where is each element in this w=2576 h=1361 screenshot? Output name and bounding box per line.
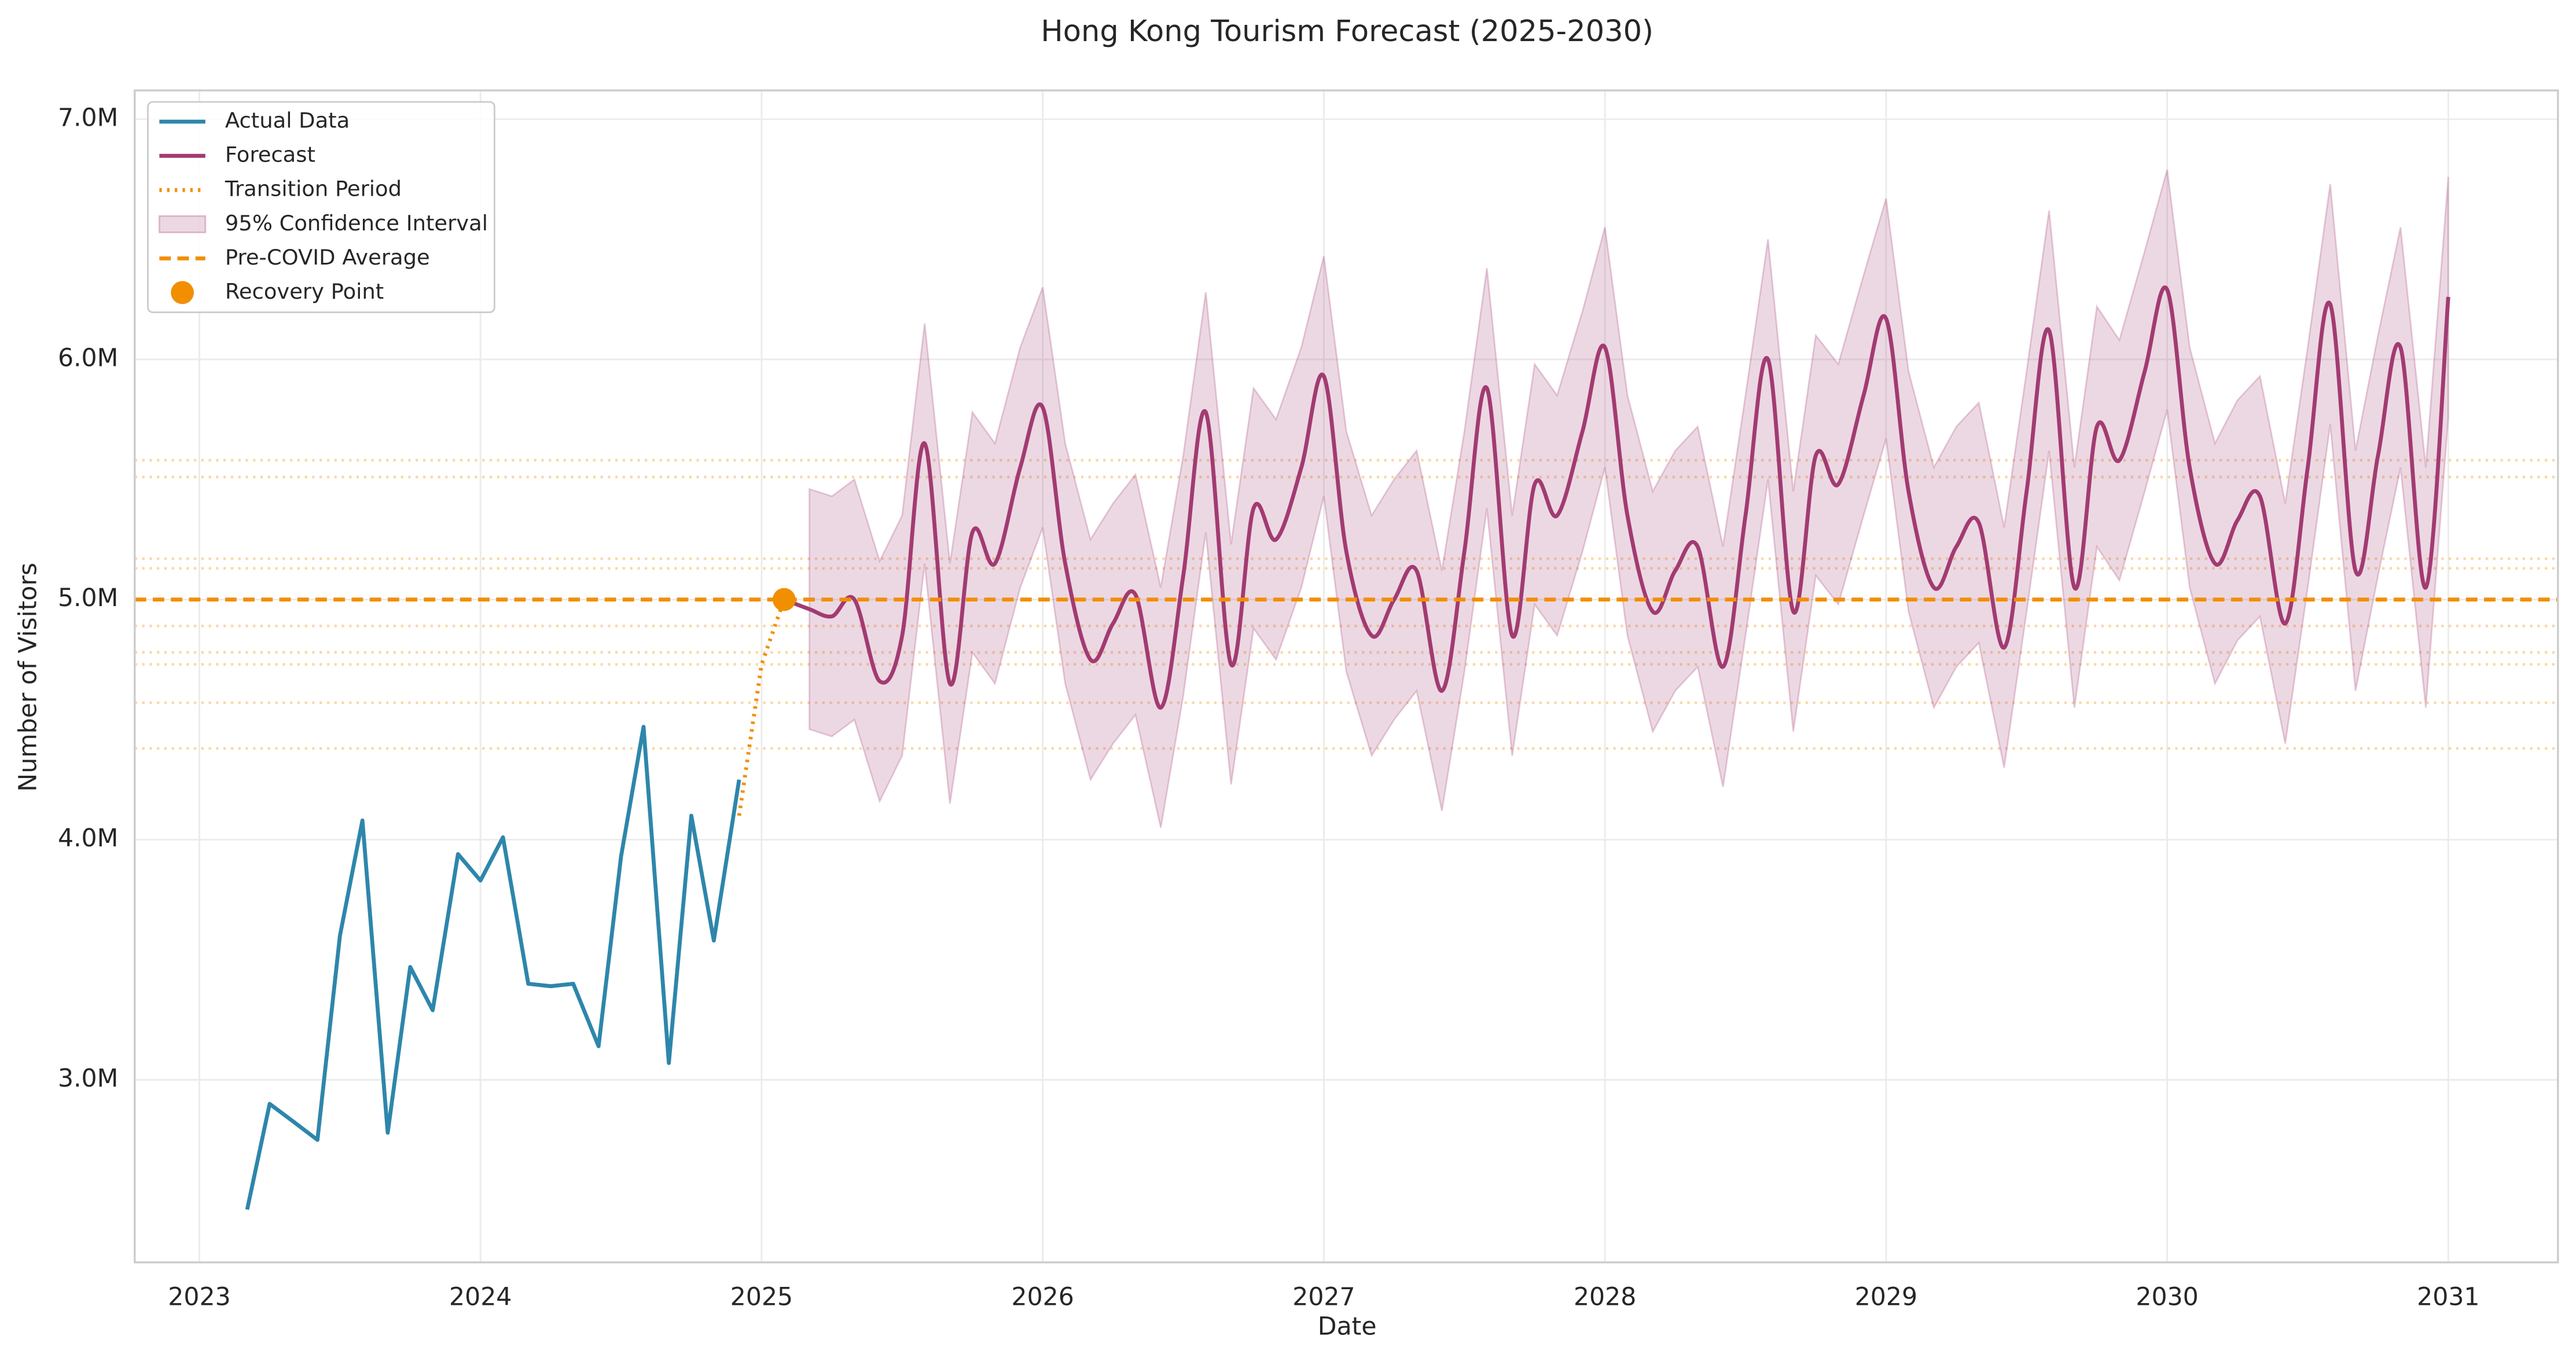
recovery-point — [772, 588, 796, 611]
legend-label: Pre-COVID Average — [225, 245, 430, 270]
x-tick-label: 2027 — [1292, 1283, 1355, 1312]
legend-label: Actual Data — [225, 108, 350, 133]
legend-box — [147, 101, 495, 313]
legend-swatch — [171, 281, 194, 305]
legend: Actual Data Forecast Transition Period 95% … — [147, 101, 495, 313]
y-tick-label: 6.0M — [58, 343, 118, 372]
y-tick-label: 7.0M — [58, 103, 118, 132]
y-tick-label: 5.0M — [58, 584, 118, 612]
y-axis-label: Number of Visitors — [14, 563, 43, 792]
y-tick-label: 4.0M — [58, 824, 118, 853]
y-tick-label: 3.0M — [58, 1064, 118, 1093]
line — [245, 725, 741, 1210]
line — [783, 285, 2450, 710]
x-tick-label: 2030 — [2136, 1283, 2198, 1312]
confidence-band — [809, 169, 2449, 828]
chart-title: Hong Kong Tourism Forecast (2025-2030) — [1041, 14, 1653, 49]
legend-label: Forecast — [225, 142, 315, 167]
x-tick-label: 2024 — [449, 1283, 512, 1312]
x-tick-label: 2023 — [168, 1283, 230, 1312]
x-tick-label: 2025 — [730, 1283, 793, 1312]
legend-label: 95% Confidence Interval — [225, 211, 488, 236]
plot-frame — [134, 89, 2559, 1264]
x-tick-label: 2031 — [2417, 1283, 2479, 1312]
x-tick-label: 2029 — [1855, 1283, 1917, 1312]
x-tick-label: 2026 — [1012, 1283, 1074, 1312]
legend-label: Recovery Point — [225, 279, 384, 304]
legend-label: Transition Period — [225, 177, 402, 201]
x-axis-label: Date — [1318, 1312, 1377, 1341]
x-tick-label: 2028 — [1574, 1283, 1636, 1312]
legend-swatch — [158, 215, 207, 233]
